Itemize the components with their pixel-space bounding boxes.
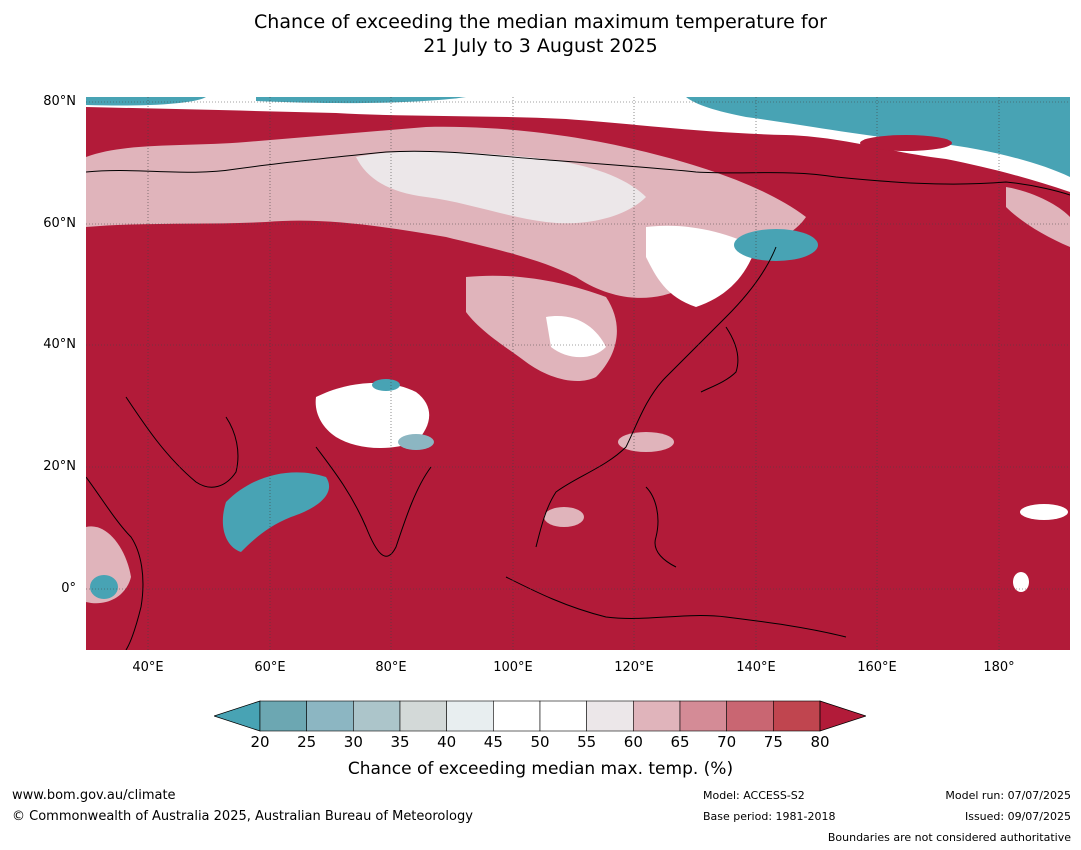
colorbar-bin xyxy=(306,700,354,732)
colorbar xyxy=(214,700,866,732)
east-africa-teal-patch xyxy=(90,575,118,599)
colorbar-bin xyxy=(773,700,821,732)
colorbar-bin xyxy=(353,700,401,732)
pacific-white-patch-2 xyxy=(1013,572,1029,592)
lon-label-80e: 80°E xyxy=(375,660,407,675)
alaska-pale-zone xyxy=(1006,187,1070,247)
coastline-eurasia-north xyxy=(86,150,1070,196)
colorbar-tick-label: 70 xyxy=(717,733,737,751)
colorbar-bin xyxy=(493,700,541,732)
colorbar-bin xyxy=(399,700,447,732)
lat-label-20n: 20°N xyxy=(43,459,76,474)
lat-label-60n: 60°N xyxy=(43,216,76,231)
colorbar-tick-label: 75 xyxy=(763,733,783,751)
colorbar-bin xyxy=(446,700,494,732)
china-white-zone xyxy=(546,316,606,358)
issued-text: Issued: 09/07/2025 xyxy=(964,810,1071,823)
coastline-philippines xyxy=(645,486,677,568)
forecast-map xyxy=(86,97,1070,650)
india-teal-patch xyxy=(398,434,434,450)
lon-label-180: 180° xyxy=(983,660,1015,675)
tibet-teal-patch xyxy=(372,379,400,391)
colorbar-tick-label: 60 xyxy=(623,733,643,751)
coastline-arabia xyxy=(125,396,239,488)
okhotsk-teal-patch xyxy=(734,229,818,261)
lat-label-0: 0° xyxy=(61,581,76,596)
colorbar-bin xyxy=(539,700,587,732)
colorbar-tick-label: 80 xyxy=(810,733,830,751)
colorbar-tick-label: 30 xyxy=(343,733,363,751)
chart-title-line-2: 21 July to 3 August 2025 xyxy=(423,35,658,57)
siberia-white-zone xyxy=(646,225,756,307)
colorbar-tick-label: 40 xyxy=(437,733,457,751)
south-china-pale-patch xyxy=(618,432,674,452)
colorbar-tick-label: 20 xyxy=(250,733,270,751)
base-period-text: Base period: 1981-2018 xyxy=(703,810,836,823)
lon-label-40e: 40°E xyxy=(132,660,164,675)
colorbar-tick-label: 65 xyxy=(670,733,690,751)
colorbar-tick-label: 55 xyxy=(577,733,597,751)
colorbar-bin xyxy=(633,700,681,732)
colorbar-tick-label: 25 xyxy=(297,733,317,751)
copyright-text: © Commonwealth of Australia 2025, Austra… xyxy=(12,809,473,824)
coastline-japan xyxy=(700,326,739,393)
colorbar-tick-label: 50 xyxy=(530,733,550,751)
model-run-text: Model run: 07/07/2025 xyxy=(945,789,1071,802)
website-link[interactable]: www.bom.gov.au/climate xyxy=(12,788,176,803)
graticule xyxy=(86,97,1070,650)
chart-title-line-1: Chance of exceeding the median maximum t… xyxy=(254,11,827,33)
coastline-indonesia xyxy=(505,576,847,638)
coastline-africa xyxy=(86,476,144,650)
lat-label-40n: 40°N xyxy=(43,337,76,352)
colorbar-bin xyxy=(259,700,307,732)
lon-label-60e: 60°E xyxy=(254,660,286,675)
lon-label-160e: 160°E xyxy=(857,660,897,675)
colorbar-bin xyxy=(586,700,634,732)
pacific-white-patch-1 xyxy=(1020,504,1068,520)
arctic-teal-west xyxy=(86,97,206,106)
map-canvas xyxy=(86,97,1070,650)
colorbar-arrow-high xyxy=(819,700,866,732)
boundaries-note: Boundaries are not considered authoritat… xyxy=(827,831,1071,844)
lon-label-140e: 140°E xyxy=(736,660,776,675)
north-asia-white-zone xyxy=(356,151,646,224)
colorbar-bin xyxy=(726,700,774,732)
colorbar-tick-label: 45 xyxy=(483,733,503,751)
lon-label-100e: 100°E xyxy=(493,660,533,675)
arctic-teal-mid xyxy=(256,97,466,104)
colorbar-tick-label: 35 xyxy=(390,733,410,751)
colorbar-label: Chance of exceeding median max. temp. (%… xyxy=(347,759,734,779)
lat-label-80n: 80°N xyxy=(43,94,76,109)
colorbar-bin xyxy=(679,700,727,732)
coastline-east-asia xyxy=(535,246,777,548)
colorbar-arrow-low xyxy=(214,700,261,732)
coastline-india xyxy=(315,446,432,557)
tibet-white-zone xyxy=(315,382,430,449)
lon-label-120e: 120°E xyxy=(614,660,654,675)
indochina-pale-patch xyxy=(544,507,584,527)
arctic-teal-east xyxy=(686,97,1070,177)
arabian-sea-teal-zone xyxy=(222,472,330,552)
model-text: Model: ACCESS-S2 xyxy=(703,789,805,802)
north-asia-pink-zone xyxy=(86,126,806,298)
arctic-warm-patch xyxy=(860,135,952,151)
